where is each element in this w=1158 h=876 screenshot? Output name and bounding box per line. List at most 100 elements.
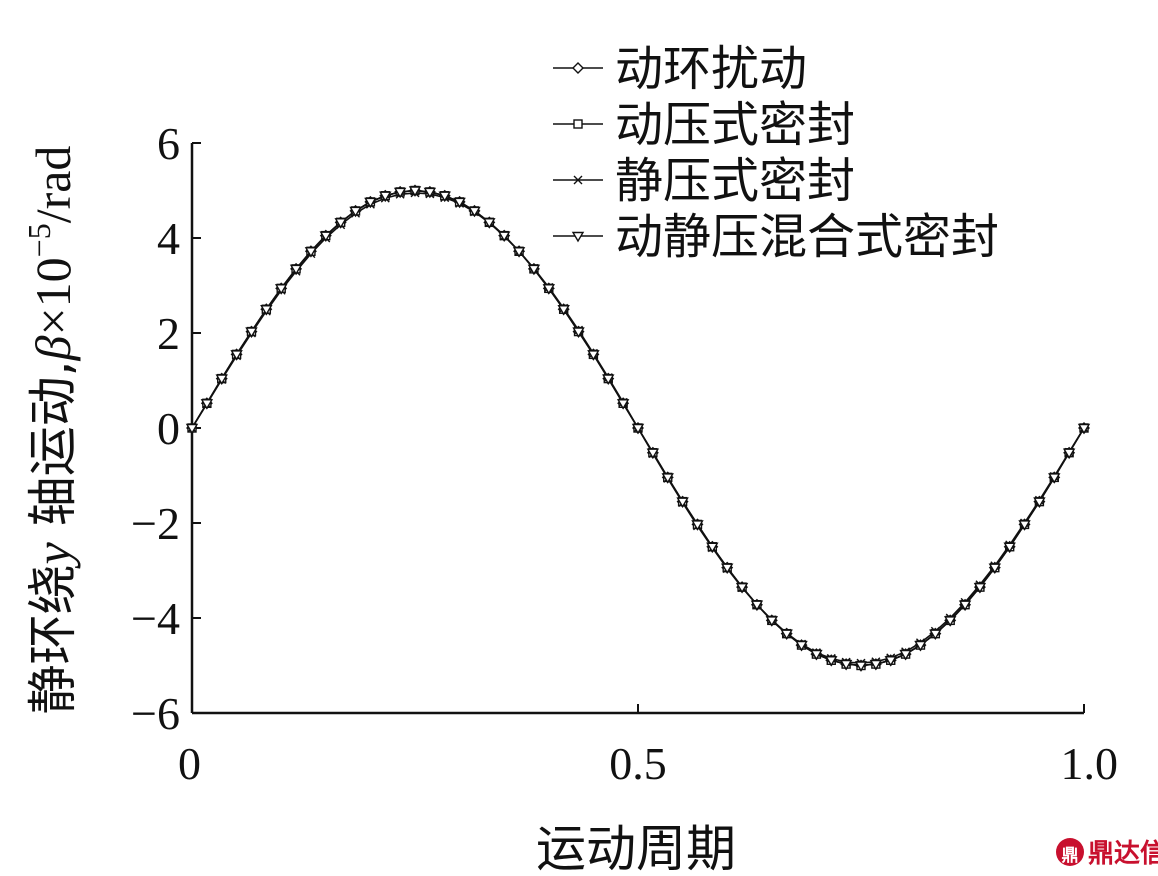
data-point [497,231,511,243]
data-point [899,649,912,661]
data-point [587,350,600,361]
data-point [839,659,853,671]
data-point [379,191,392,203]
data-point [884,656,897,667]
y-axis-title-exponent: −5 [21,223,57,257]
data-point [408,186,422,197]
data-point [1048,473,1061,484]
legend-item-1: 动环扰动 [553,41,807,97]
x-tick-label: 0 [178,738,201,789]
data-point [1077,423,1091,435]
data-point [1018,520,1031,531]
data-point [349,206,362,218]
data-point [453,197,466,209]
data-point [988,563,1002,575]
x-axis-title: 运动周期 [536,820,736,876]
data-point [289,264,303,276]
series-4 [185,186,1091,672]
y-axis-title-prefix: 静环绕 [24,564,82,714]
legend-marker [573,175,583,185]
legend-item-2: 动压式密封 [553,97,855,153]
data-point [929,629,942,641]
data-point [245,327,258,338]
watermark-logo-glyph: 鼎 [1062,846,1079,866]
data-point [230,350,243,361]
watermark-text: 鼎达信 [1088,839,1158,869]
legend-label: 动环扰动 [615,41,807,97]
data-point [602,374,615,385]
data-point [512,247,526,258]
data-point [706,542,719,554]
data-point [572,327,585,338]
y-tick-label: −6 [131,688,180,739]
data-point [542,284,556,295]
data-point [810,649,823,661]
legend-marker [573,119,583,129]
data-point [557,305,570,316]
data-point [468,206,481,218]
legend-item-3: 静压式密封 [553,153,855,209]
data-point [364,197,377,209]
watermark-logo-icon [1056,838,1084,866]
data-point [1033,497,1046,509]
data-point [260,305,273,316]
data-point [854,661,868,672]
data-point [393,187,407,199]
data-point [616,399,630,410]
data-point [631,423,645,435]
y-tick-label: −4 [131,593,180,644]
y-axis-title-times: ×10 [25,257,81,335]
y-tick-label: 6 [157,118,180,169]
y-axis-title-mid: 轴运动, [24,360,82,542]
y-axis-title-y: y [25,541,81,569]
y-axis-title: 静环绕y 轴运动,β×10−5/rad [21,146,82,715]
data-point [869,659,883,671]
ticks: −6 −4 −2 0 2 4 6 0 0.5 1.0 [131,118,1118,789]
data-point [780,629,793,641]
watermark: 鼎 鼎达信 [1056,838,1158,869]
data-point [750,600,764,612]
y-tick-label: 0 [157,403,180,454]
data-point [423,187,437,199]
y-tick-label: −2 [131,498,180,549]
data-point [1062,448,1076,460]
data-point [765,616,779,627]
legend-marker [572,62,584,74]
data-point [720,563,734,575]
x-tick-label: 0.5 [609,738,667,789]
legend-label: 动静压混合式密封 [615,209,999,265]
y-tick-label: 2 [157,308,180,359]
data-point [215,374,228,385]
data-point [973,582,987,594]
data-point [334,218,347,229]
y-axis-title-beta: β [25,335,81,361]
data-point [825,656,838,667]
data-point [319,231,333,243]
legend-item-4: 动静压混合式密封 [553,209,999,265]
data-point [943,616,957,627]
legend-marker [571,231,585,243]
data-point [304,247,318,258]
x-tick-label: 1.0 [1061,738,1119,789]
legend-label: 静压式密封 [615,153,855,209]
data-point [691,520,704,531]
data-point [646,448,660,460]
legend-label: 动压式密封 [615,97,855,153]
data-point [200,399,214,410]
y-axis-title-unit: /rad [25,146,81,224]
data-point [438,191,451,203]
data-point [527,264,541,276]
data-point [1003,542,1016,554]
data-point [676,497,689,509]
series-group [185,184,1091,672]
data-point [795,640,808,652]
y-tick-label: 4 [157,213,180,264]
data-point [958,600,972,612]
data-point [483,218,496,229]
data-point [914,640,927,652]
data-point [735,582,749,594]
data-point [274,284,288,295]
data-point [661,473,674,484]
